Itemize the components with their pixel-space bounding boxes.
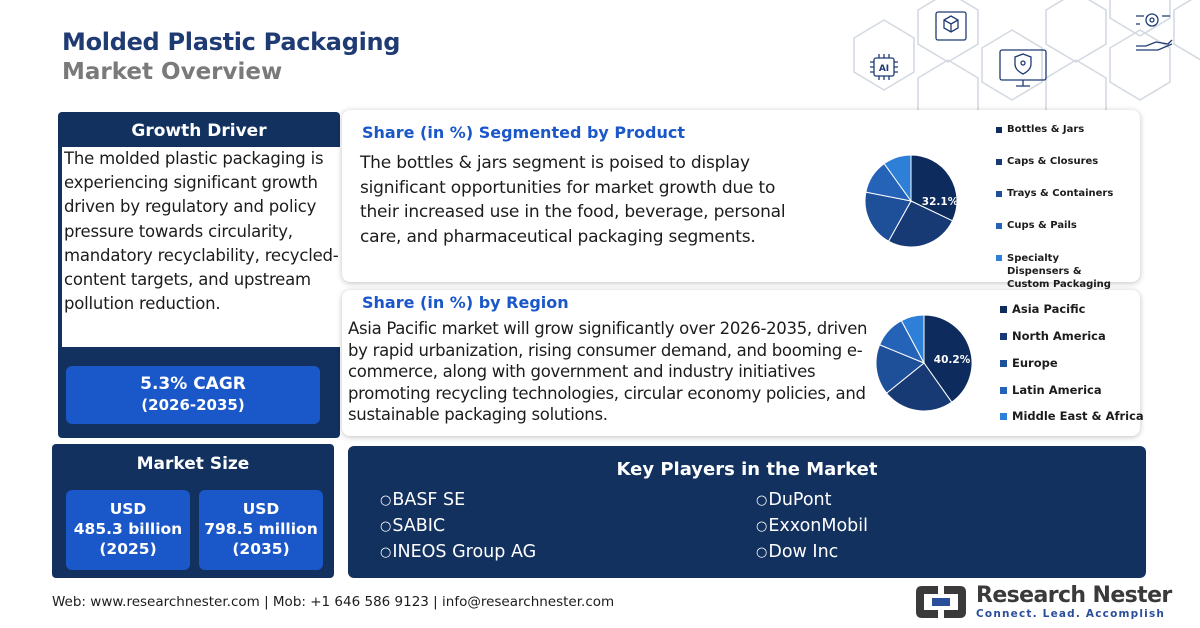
market-size-box-2035: USD 798.5 million (2035): [199, 490, 323, 570]
product-legend: Bottles & Jars Caps & Closures Trays & C…: [996, 124, 1136, 290]
key-player-name: DuPont: [768, 490, 832, 510]
legend-swatch: [996, 191, 1002, 197]
hexagon-decoration: AI: [853, 0, 1200, 130]
legend-swatch: [996, 223, 1002, 229]
legend-swatch: [1000, 413, 1007, 420]
region-segment-heading: Share (in %) by Region: [362, 293, 569, 312]
legend-swatch: [996, 127, 1002, 133]
legend-label: Caps & Closures: [1007, 156, 1099, 167]
legend-label: Asia Pacific: [1012, 302, 1086, 316]
cube-icon: [935, 11, 967, 41]
key-player-item: ○ Dow Inc: [756, 542, 838, 562]
region-pie-label: 40.2%: [934, 354, 971, 366]
legend-label: North America: [1012, 329, 1106, 343]
product-pie-label: 32.1%: [922, 196, 958, 208]
ai-chip-icon: AI: [870, 54, 898, 80]
cagr-value: 5.3% CAGR: [140, 374, 246, 394]
pie-slice: [887, 200, 954, 248]
logo-name: Research Nester: [976, 582, 1172, 608]
key-player-name: Dow Inc: [768, 542, 839, 562]
market-size-value: 485.3 billion: [73, 520, 183, 538]
region-legend: Asia Pacific North America Europe Latin …: [1000, 302, 1144, 432]
pie-slice: [923, 314, 973, 403]
legend-item: Asia Pacific: [1000, 302, 1085, 316]
growth-driver-text: The molded plastic packaging is experien…: [62, 147, 344, 347]
legend-item: Caps & Closures: [996, 156, 1098, 167]
cagr-box: 5.3% CAGR (2026-2035): [66, 366, 320, 424]
security-monitor-icon: [999, 49, 1047, 87]
market-size-box-2025: USD 485.3 billion (2025): [66, 490, 190, 570]
key-player-item: ○ DuPont: [756, 490, 832, 510]
market-size-value: 798.5 million: [204, 520, 318, 538]
region-segment-card: Share (in %) by Region Asia Pacific mark…: [342, 290, 1144, 436]
legend-label: Trays & Containers: [1007, 188, 1114, 199]
market-size-year: (2035): [232, 540, 290, 558]
region-segment-text: Asia Pacific market will grow significan…: [348, 319, 868, 424]
logo-tagline: Connect. Lead. Accomplish: [976, 607, 1166, 620]
legend-swatch: [996, 255, 1002, 261]
market-size-title: Market Size: [136, 454, 250, 474]
product-pie-chart: 32.1%: [864, 154, 958, 248]
legend-label: Cups & Pails: [1007, 220, 1077, 231]
market-size-currency: USD: [109, 500, 147, 518]
market-size-currency: USD: [242, 500, 280, 518]
key-player-name: SABIC: [392, 516, 446, 536]
cagr-period: (2026-2035): [141, 396, 245, 414]
legend-label: Latin America: [1012, 383, 1102, 397]
key-players-panel: [348, 446, 1146, 578]
page-subtitle: Market Overview: [62, 59, 283, 85]
logo-mark-icon: [916, 586, 966, 618]
legend-swatch: [996, 159, 1002, 165]
footer-contact: Web: www.researchnester.com | Mob: +1 64…: [52, 594, 615, 610]
key-player-name: INEOS Group AG: [392, 542, 537, 562]
bullet-icon: ○: [380, 492, 392, 508]
legend-swatch: [1000, 306, 1007, 313]
pie-slice: [910, 154, 958, 222]
legend-item: Europe: [1000, 356, 1058, 370]
pie-slice: [900, 314, 925, 364]
gear-hand-icon: [1136, 13, 1173, 51]
product-segment-card: Share (in %) Segmented by Product The bo…: [342, 110, 1140, 290]
key-player-item: ○ SABIC: [380, 516, 445, 536]
key-player-item: ○ BASF SE: [380, 490, 465, 510]
bullet-icon: ○: [756, 518, 768, 534]
legend-label: Middle East & Africa: [1012, 409, 1144, 423]
key-player-item: ○ ExxonMobil: [756, 516, 868, 536]
research-nester-logo: Research Nester Connect. Lead. Accomplis…: [912, 584, 1172, 620]
product-segment-heading: Share (in %) Segmented by Product: [362, 123, 685, 142]
legend-item: Latin America: [1000, 383, 1102, 397]
page-title: Molded Plastic Packaging: [62, 28, 401, 56]
legend-swatch: [1000, 360, 1007, 367]
growth-driver-title: Growth Driver: [131, 121, 267, 141]
key-player-item: ○ INEOS Group AG: [380, 542, 536, 562]
legend-label: Bottles & Jars: [1007, 124, 1085, 135]
key-players-title: Key Players in the Market: [616, 459, 878, 480]
product-segment-text: The bottles & jars segment is poised to …: [360, 153, 786, 247]
legend-item: Middle East & Africa: [1000, 409, 1144, 423]
bullet-icon: ○: [756, 544, 768, 560]
key-player-name: BASF SE: [392, 490, 466, 510]
pie-slice: [875, 344, 925, 394]
pie-slice: [885, 362, 953, 412]
legend-swatch: [1000, 387, 1007, 394]
key-player-name: ExxonMobil: [768, 516, 869, 536]
legend-item: Cups & Pails: [996, 220, 1077, 231]
pie-slice: [864, 191, 912, 242]
bullet-icon: ○: [756, 492, 768, 508]
bullet-icon: ○: [380, 518, 392, 534]
legend-item: North America: [1000, 329, 1106, 343]
svg-text:AI: AI: [879, 64, 889, 74]
legend-label: Europe: [1012, 356, 1058, 370]
pie-slice: [883, 154, 912, 203]
bullet-icon: ○: [380, 544, 392, 560]
legend-swatch: [1000, 333, 1007, 340]
market-size-year: (2025): [99, 540, 157, 558]
legend-item: Bottles & Jars: [996, 124, 1084, 135]
legend-item: Trays & Containers: [996, 188, 1113, 199]
legend-label: Specialty Dispensers & Custom Packaging: [1007, 253, 1111, 290]
region-pie-chart: 40.2%: [875, 314, 973, 412]
legend-item: Specialty Dispensers & Custom Packaging: [996, 252, 1116, 291]
